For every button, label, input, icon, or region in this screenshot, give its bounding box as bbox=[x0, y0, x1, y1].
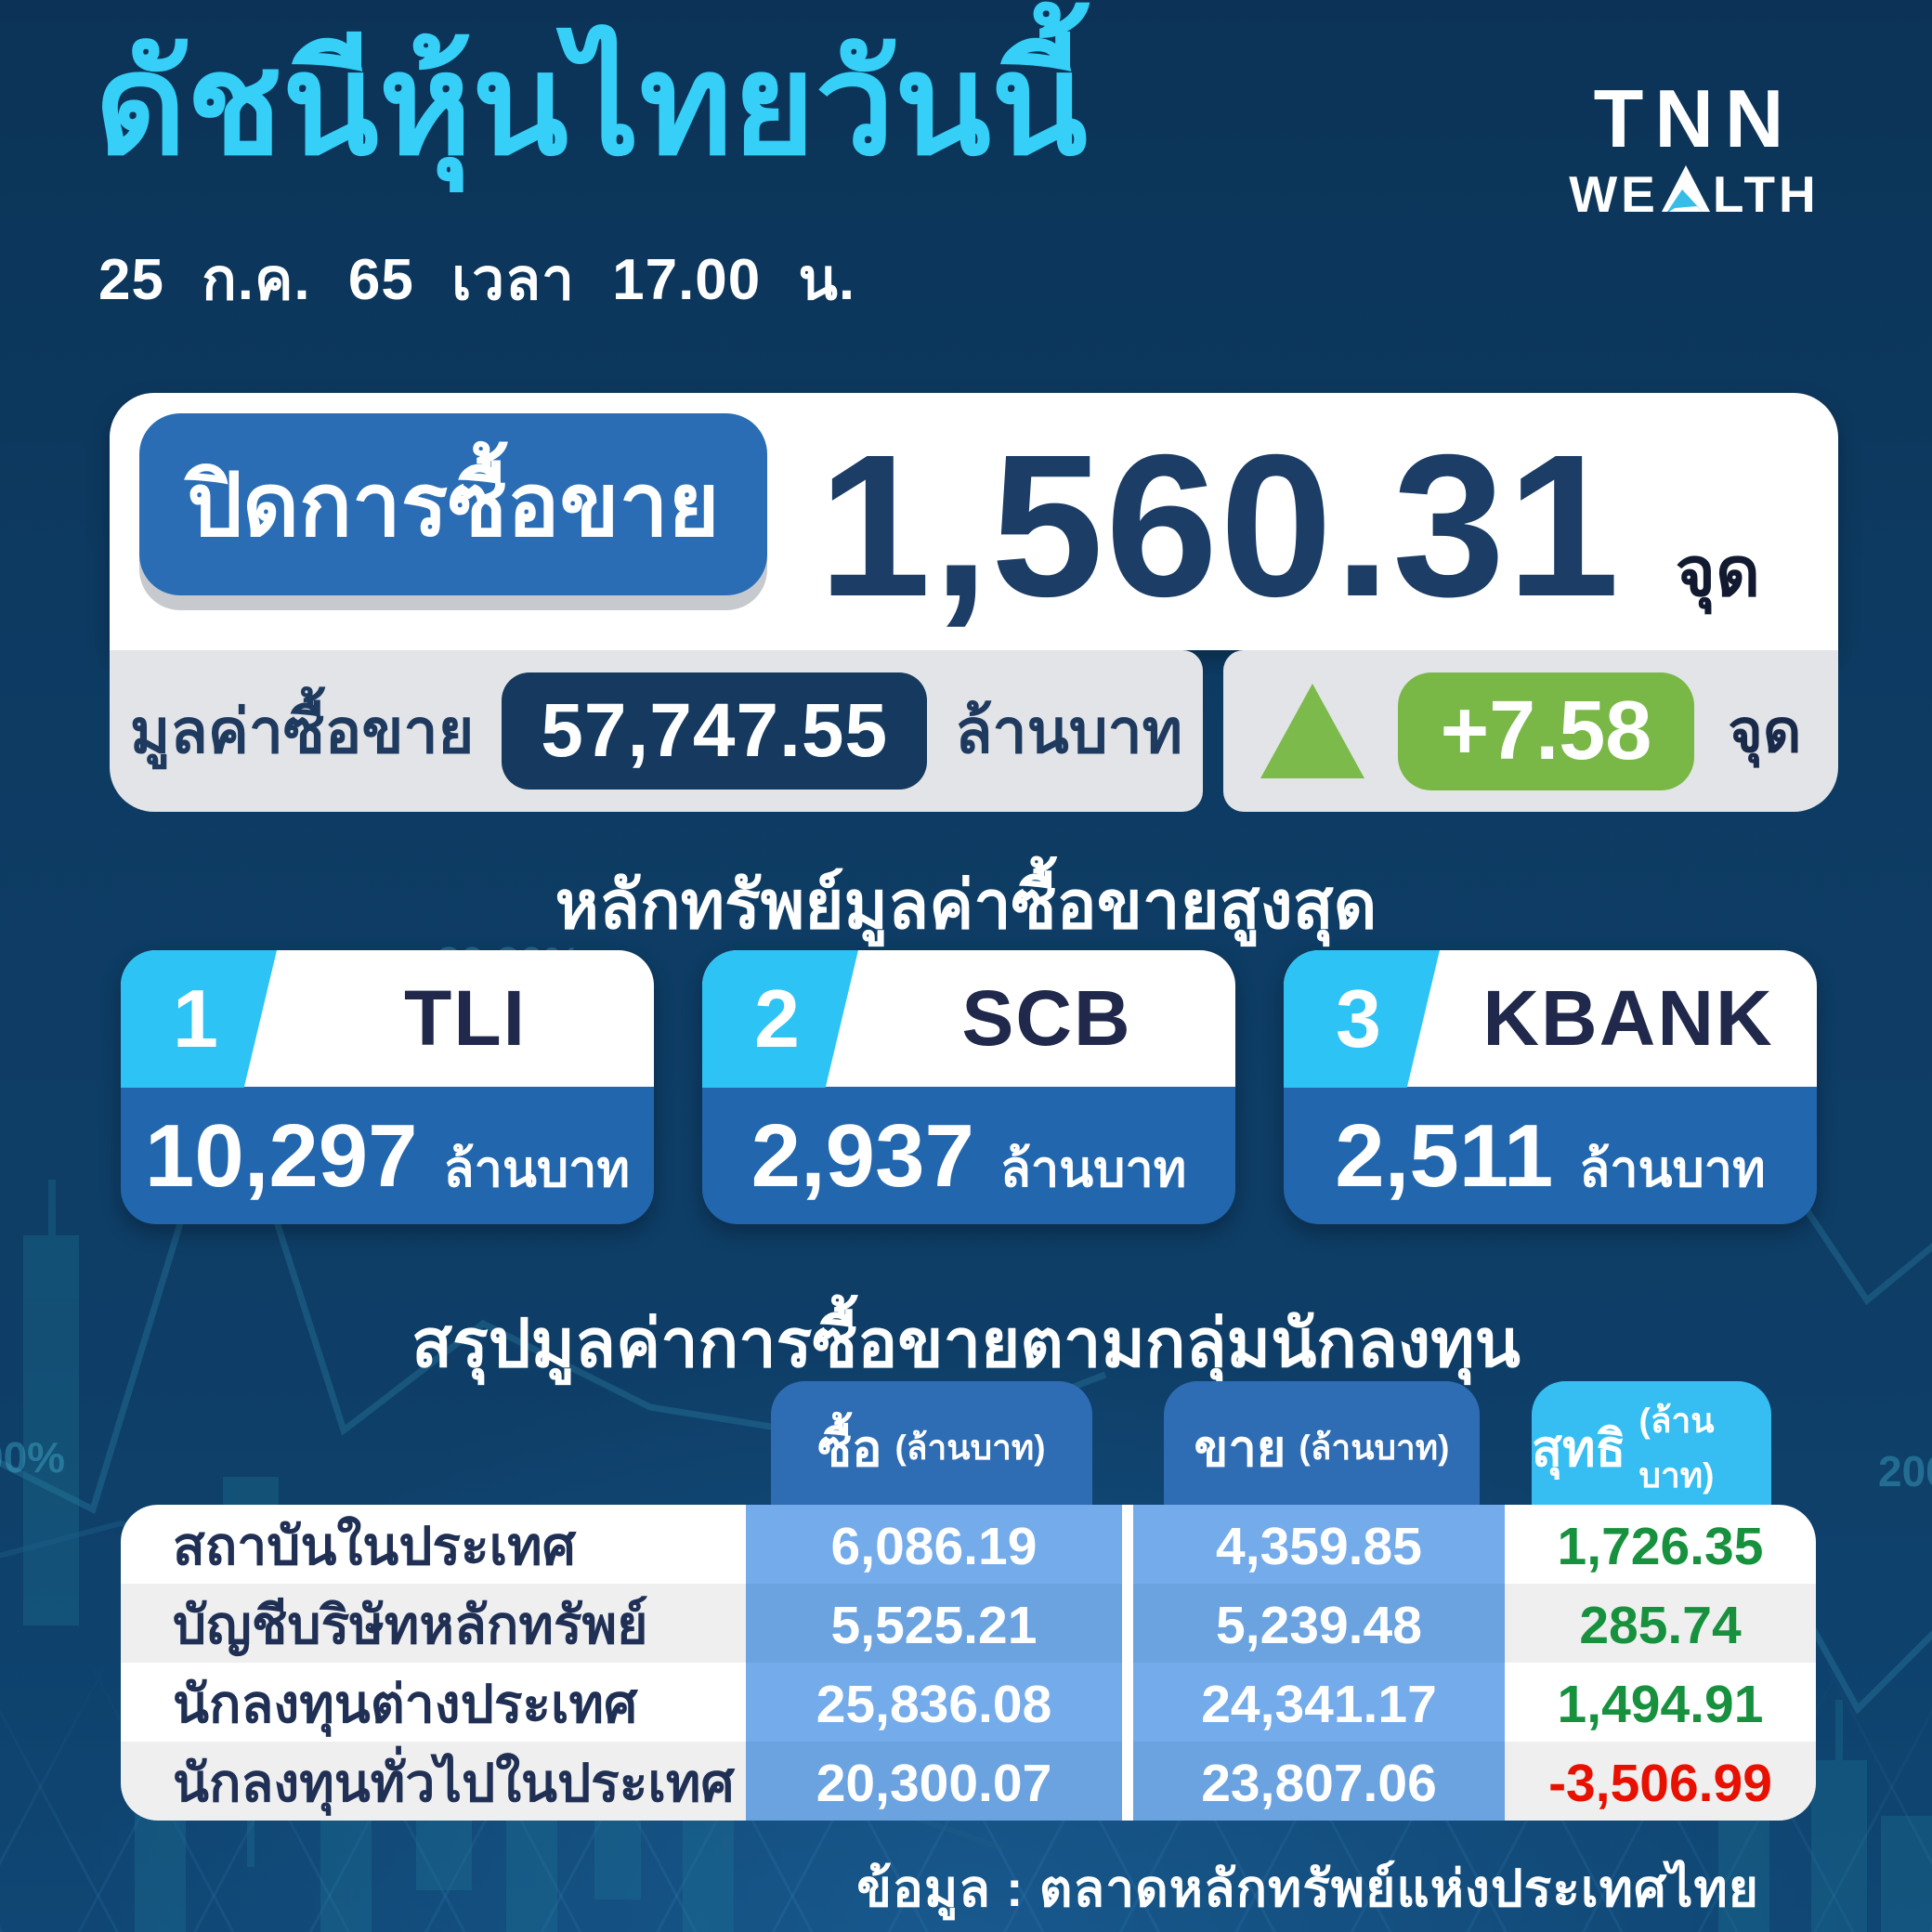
stock-symbol: KBANK bbox=[1482, 974, 1774, 1062]
set-index-unit: จุด bbox=[1675, 533, 1760, 610]
top-stocks-heading: หลักทรัพย์มูลค่าซื้อขายสูงสุด bbox=[555, 868, 1377, 943]
turnover-panel: มูลค่าซื้อขาย 57,747.55 ล้านบาท bbox=[110, 650, 1203, 812]
rank-number: 1 bbox=[173, 973, 218, 1064]
page-title: ดัชนีหุ้นไทยวันนี้ bbox=[95, 26, 1088, 184]
set-index-value: 1,560.31 bbox=[817, 413, 1622, 639]
top-stocks-row: 1 TLI 10,297 ล้านบาท 2 SCB 2,937 ล้านบาท bbox=[121, 950, 1817, 1224]
index-change-unit: จุด bbox=[1728, 698, 1802, 764]
rank-badge: 3 bbox=[1284, 950, 1440, 1088]
column-divider bbox=[1122, 1505, 1133, 1588]
stock-card-top: 2 SCB bbox=[702, 950, 1235, 1088]
report-datetime: 25 ก.ค. 65 เวลา 17.00 น. bbox=[98, 248, 856, 312]
table-row: สถาบันในประเทศ 6,086.19 4,359.85 1,726.3… bbox=[121, 1505, 1816, 1588]
column-header-label: ซื้อ bbox=[817, 1420, 882, 1477]
stock-card-tli: 1 TLI 10,297 ล้านบาท bbox=[121, 950, 654, 1224]
column-header-label: ขาย bbox=[1194, 1420, 1286, 1477]
net-value: 285.74 bbox=[1505, 1584, 1816, 1667]
sell-value: 24,341.17 bbox=[1133, 1663, 1505, 1746]
stock-value: 10,297 bbox=[144, 1106, 418, 1206]
net-value: 1,726.35 bbox=[1505, 1505, 1816, 1588]
close-label-pill: ปิดการซื้อขาย bbox=[139, 413, 767, 595]
buy-value: 20,300.07 bbox=[746, 1742, 1122, 1821]
logo-wealth-lth: LTH bbox=[1712, 165, 1820, 223]
investor-group-label: สถาบันในประเทศ bbox=[121, 1505, 746, 1588]
up-triangle-icon bbox=[1260, 684, 1364, 778]
data-source-note: ข้อมูล : ตลาดหลักทรัพย์แห่งประเทศไทย bbox=[856, 1860, 1759, 1917]
turnover-unit: ล้านบาท bbox=[955, 696, 1183, 765]
table-row: นักลงทุนต่างประเทศ 25,836.08 24,341.17 1… bbox=[121, 1663, 1816, 1746]
index-close-card-bottom: มูลค่าซื้อขาย 57,747.55 ล้านบาท +7.58 จุ… bbox=[110, 650, 1838, 812]
index-change-badge: +7.58 bbox=[1397, 672, 1695, 790]
rank-number: 2 bbox=[754, 973, 800, 1064]
sell-value: 23,807.06 bbox=[1133, 1742, 1505, 1821]
stock-value-unit: ล้านบาท bbox=[999, 1142, 1187, 1197]
stock-value-unit: ล้านบาท bbox=[1579, 1142, 1766, 1197]
stock-value: 2,511 bbox=[1335, 1106, 1554, 1206]
sell-value: 4,359.85 bbox=[1133, 1505, 1505, 1588]
tnn-wealth-logo: TNN WE LTH bbox=[1555, 78, 1834, 220]
investor-summary-heading: สรุปมูลค่าการซื้อขายตามกลุ่มนักลงทุน bbox=[411, 1307, 1521, 1381]
stock-card-bottom: 2,511 ล้านบาท bbox=[1284, 1087, 1817, 1224]
rank-number: 3 bbox=[1336, 973, 1381, 1064]
stock-card-top: 3 KBANK bbox=[1284, 950, 1817, 1088]
logo-tnn-text: TNN bbox=[1593, 72, 1795, 164]
investor-group-label: นักลงทุนทั่วไปในประเทศ bbox=[121, 1742, 746, 1821]
column-header-net: สุทธิ (ล้านบาท) bbox=[1532, 1381, 1771, 1514]
column-divider bbox=[1122, 1742, 1133, 1821]
investor-group-label: บัญชีบริษัทหลักทรัพย์ bbox=[121, 1584, 746, 1667]
column-header-label: สุทธิ bbox=[1532, 1420, 1626, 1477]
column-header-unit: (ล้านบาท) bbox=[1638, 1401, 1715, 1495]
column-divider bbox=[1122, 1584, 1133, 1667]
stock-card-bottom: 2,937 ล้านบาท bbox=[702, 1087, 1235, 1224]
table-row: นักลงทุนทั่วไปในประเทศ 20,300.07 23,807.… bbox=[121, 1742, 1816, 1821]
stock-card-top: 1 TLI bbox=[121, 950, 654, 1088]
stock-symbol: SCB bbox=[961, 974, 1132, 1062]
index-value-row: 1,560.31 จุด bbox=[818, 393, 1760, 650]
panel-divider bbox=[1203, 650, 1223, 812]
rank-badge: 2 bbox=[702, 950, 858, 1088]
stock-card-kbank: 3 KBANK 2,511 ล้านบาท bbox=[1284, 950, 1817, 1224]
stock-card-scb: 2 SCB 2,937 ล้านบาท bbox=[702, 950, 1235, 1224]
watermark-percent-label-left: 00% bbox=[0, 1433, 65, 1482]
buy-value: 6,086.19 bbox=[746, 1505, 1122, 1588]
column-header-unit: (ล้านบาท) bbox=[1299, 1429, 1450, 1467]
index-close-card-top: ปิดการซื้อขาย 1,560.31 จุด bbox=[110, 393, 1838, 650]
table-row: บัญชีบริษัทหลักทรัพย์ 5,525.21 5,239.48 … bbox=[121, 1584, 1816, 1667]
stock-value-unit: ล้านบาท bbox=[443, 1142, 631, 1197]
watermark-number-label-right: 200 bbox=[1878, 1447, 1932, 1495]
turnover-value-badge: 57,747.55 bbox=[502, 672, 928, 790]
investor-group-label: นักลงทุนต่างประเทศ bbox=[121, 1663, 746, 1746]
stock-symbol: TLI bbox=[404, 974, 527, 1062]
rank-badge: 1 bbox=[121, 950, 277, 1088]
column-header-unit: (ล้านบาท) bbox=[894, 1429, 1046, 1467]
column-header-buy: ซื้อ (ล้านบาท) bbox=[771, 1381, 1092, 1514]
stock-card-bottom: 10,297 ล้านบาท bbox=[121, 1087, 654, 1224]
net-value: -3,506.99 bbox=[1505, 1742, 1816, 1821]
logo-wealth-text: WE LTH bbox=[1555, 165, 1834, 220]
buy-value: 25,836.08 bbox=[746, 1663, 1122, 1746]
buy-value: 5,525.21 bbox=[746, 1584, 1122, 1667]
column-divider bbox=[1122, 1663, 1133, 1746]
sell-value: 5,239.48 bbox=[1133, 1584, 1505, 1667]
investor-table: สถาบันในประเทศ 6,086.19 4,359.85 1,726.3… bbox=[121, 1505, 1816, 1821]
stock-value: 2,937 bbox=[751, 1106, 974, 1206]
change-panel: +7.58 จุด bbox=[1223, 650, 1838, 812]
net-value: 1,494.91 bbox=[1505, 1663, 1816, 1746]
logo-triangle-a-icon bbox=[1661, 165, 1710, 220]
turnover-label: มูลค่าซื้อขาย bbox=[129, 696, 475, 765]
logo-wealth-we: WE bbox=[1569, 165, 1659, 223]
column-header-sell: ขาย (ล้านบาท) bbox=[1164, 1381, 1480, 1514]
index-close-card: ปิดการซื้อขาย 1,560.31 จุด มูลค่าซื้อขาย… bbox=[110, 393, 1838, 812]
